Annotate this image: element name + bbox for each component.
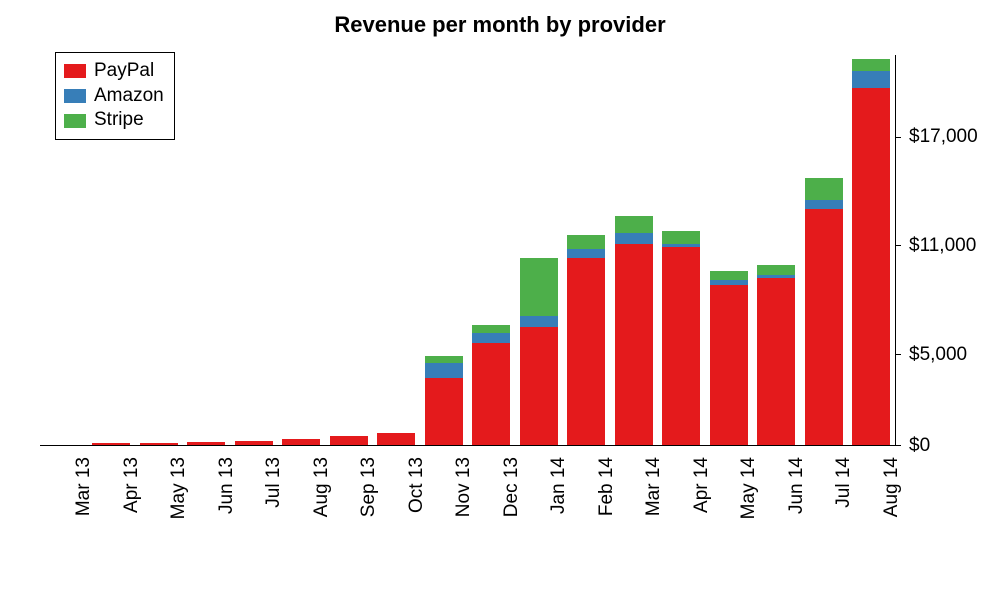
x-tick-label: May 14 <box>738 457 760 577</box>
bar-segment-stripe <box>615 216 653 232</box>
bar-segment-stripe <box>805 178 843 200</box>
bar-segment-paypal <box>377 433 415 445</box>
bar-segment-stripe <box>425 356 463 363</box>
bar-segment-paypal <box>710 285 748 445</box>
bar-segment-stripe <box>757 265 795 274</box>
bar-segment-paypal <box>520 327 558 445</box>
bar-segment-paypal <box>757 278 795 445</box>
x-tick-label: Feb 14 <box>596 457 618 577</box>
bar-segment-amazon <box>757 275 795 279</box>
x-tick-label: Jun 14 <box>786 457 808 577</box>
bar-segment-amazon <box>425 363 463 378</box>
x-tick-label: Mar 14 <box>643 457 665 577</box>
x-tick-label: Jun 13 <box>216 457 238 577</box>
plot-area: $0$5,000$11,000$17,000 Mar 13Apr 13May 1… <box>40 55 895 445</box>
x-tick-label: Oct 13 <box>406 457 428 577</box>
y-tick-label: $5,000 <box>909 344 967 366</box>
x-tick-label: Aug 14 <box>881 457 903 577</box>
x-tick-label: May 13 <box>168 457 190 577</box>
y-tick-mark <box>895 445 901 446</box>
x-tick-label: Sep 13 <box>358 457 380 577</box>
revenue-chart: Revenue per month by provider PayPalAmaz… <box>0 0 1000 600</box>
bar-segment-stripe <box>520 258 558 316</box>
bar-segment-stripe <box>852 59 890 72</box>
x-tick-label: Jul 14 <box>833 457 855 577</box>
bar-segment-paypal <box>805 209 843 445</box>
y-tick-mark <box>895 245 901 246</box>
x-tick-label: Aug 13 <box>311 457 333 577</box>
bar-segment-paypal <box>567 258 605 445</box>
y-tick-label: $11,000 <box>909 235 976 257</box>
x-tick-label: Jan 14 <box>548 457 570 577</box>
bar-segment-amazon <box>662 244 700 248</box>
bar-segment-amazon <box>852 71 890 87</box>
x-axis-line <box>40 445 895 446</box>
bar-segment-stripe <box>710 271 748 280</box>
bar-segment-paypal <box>852 88 890 445</box>
bar-segment-paypal <box>662 247 700 445</box>
x-tick-label: Mar 13 <box>73 457 95 577</box>
bar-segment-stripe <box>662 231 700 244</box>
bar-segment-stripe <box>567 235 605 250</box>
bar-segment-paypal <box>330 436 368 445</box>
bar-segment-amazon <box>520 316 558 327</box>
bar-segment-stripe <box>472 325 510 332</box>
x-tick-label: Nov 13 <box>453 457 475 577</box>
bar-segment-paypal <box>472 343 510 445</box>
bar-segment-amazon <box>567 249 605 258</box>
y-axis-line <box>895 55 896 446</box>
bar-segment-paypal <box>425 378 463 445</box>
y-tick-label: $0 <box>909 435 930 457</box>
bar-segment-amazon <box>472 333 510 344</box>
bar-segment-paypal <box>615 244 653 445</box>
bar-segment-amazon <box>615 233 653 244</box>
y-tick-mark <box>895 137 901 138</box>
x-tick-label: Apr 13 <box>121 457 143 577</box>
y-tick-mark <box>895 354 901 355</box>
bar-segment-amazon <box>805 200 843 209</box>
x-tick-label: Dec 13 <box>501 457 523 577</box>
bar-segment-amazon <box>710 280 748 285</box>
y-tick-label: $17,000 <box>909 126 978 148</box>
chart-title: Revenue per month by provider <box>0 12 1000 38</box>
x-tick-label: Jul 13 <box>263 457 285 577</box>
x-tick-label: Apr 14 <box>691 457 713 577</box>
